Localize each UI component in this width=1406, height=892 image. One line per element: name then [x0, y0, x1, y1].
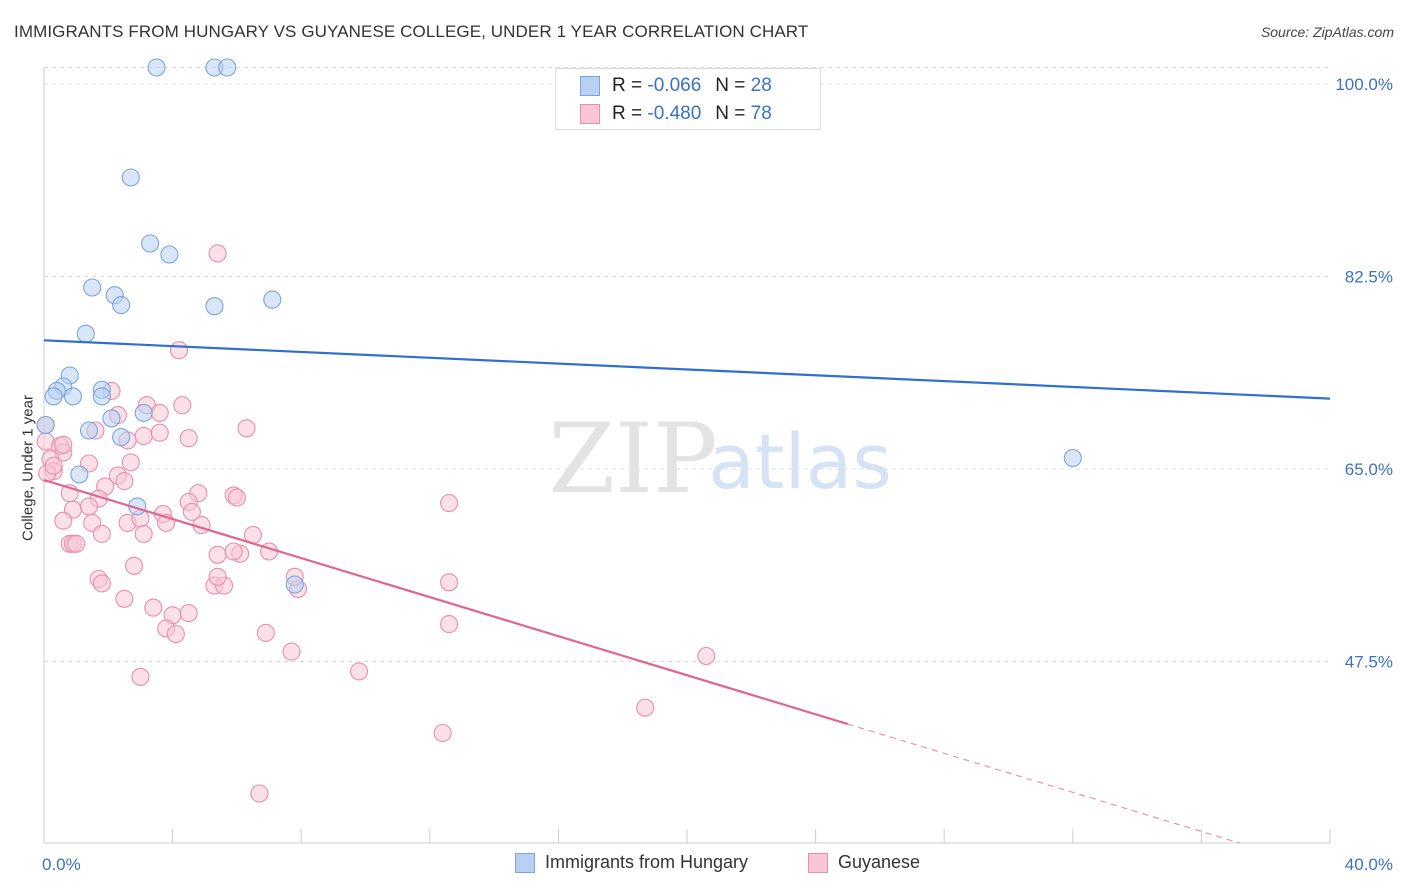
- guyanese-legend-swatch: [808, 852, 828, 873]
- guyanese-point: [124, 556, 144, 575]
- guyanese-point: [54, 435, 73, 454]
- hungary-point: [112, 428, 131, 447]
- n-value: 78: [750, 103, 772, 124]
- guyanese-point: [697, 646, 716, 666]
- hungary-point: [218, 58, 237, 77]
- guyanese-point: [433, 723, 452, 743]
- watermark-atlas: atlas: [708, 417, 892, 506]
- hungary-point: [263, 290, 282, 309]
- guyanese-point: [134, 524, 153, 543]
- hungary-point: [76, 324, 95, 343]
- grid-lines: [44, 67, 1330, 662]
- guyanese-point: [150, 403, 169, 422]
- guyanese-point: [208, 244, 227, 263]
- guyanese-point: [636, 698, 655, 717]
- guyanese-point: [179, 429, 198, 448]
- legend-row-hungary: R = -0.066 N = 28: [580, 74, 772, 98]
- guyanese-point: [227, 488, 246, 507]
- r-label: R =: [612, 75, 643, 96]
- guyanese-point: [144, 598, 163, 617]
- y-tick-label: 47.5%: [1345, 653, 1393, 672]
- n-label: N =: [715, 75, 746, 96]
- guyanese-point: [256, 623, 275, 642]
- hungary-point: [141, 234, 160, 253]
- n-value: 28: [750, 75, 772, 96]
- guyanese-point: [92, 524, 111, 543]
- guyanese-point: [440, 615, 459, 634]
- hungary-point: [102, 409, 121, 428]
- guyanese-point: [208, 545, 227, 564]
- hungary-point: [121, 168, 140, 187]
- guyanese-point: [115, 472, 134, 491]
- hungary-point: [36, 415, 55, 435]
- x-tick-label-min: 0.0%: [42, 855, 81, 874]
- guyanese-legend-label: Guyanese: [838, 852, 921, 872]
- guyanese-point: [166, 624, 185, 644]
- n-label: N =: [715, 103, 746, 124]
- hungary-point: [44, 387, 63, 406]
- watermark-zip: ZIP: [548, 403, 717, 515]
- guyanese-point: [150, 423, 169, 442]
- x-tick-label-max: 40.0%: [1345, 855, 1393, 874]
- hungary-point: [63, 387, 82, 406]
- correlation-legend: R = -0.066 N = 28 R = -0.480 N = 78: [555, 68, 821, 130]
- guyanese-points: [36, 244, 716, 803]
- legend-item-hungary[interactable]: Immigrants from Hungary: [515, 852, 748, 873]
- tick-labels: 100.0% 82.5% 65.0% 47.5% 0.0% 40.0%: [42, 75, 1393, 874]
- guyanese-point: [440, 573, 459, 592]
- hungary-point: [134, 403, 153, 422]
- hungary-legend-label: Immigrants from Hungary: [545, 852, 749, 872]
- guyanese-swatch: [580, 104, 600, 124]
- guyanese-point: [282, 642, 301, 661]
- guyanese-point: [121, 453, 140, 472]
- guyanese-point: [67, 534, 86, 553]
- legend-item-guyanese[interactable]: Guyanese: [808, 852, 920, 873]
- guyanese-point: [44, 456, 63, 475]
- y-tick-label: 65.0%: [1345, 460, 1393, 479]
- r-label: R =: [612, 103, 643, 124]
- r-value: -0.480: [647, 103, 702, 124]
- hungary-point: [92, 387, 111, 406]
- guyanese-point: [169, 341, 189, 360]
- guyanese-point: [237, 419, 256, 438]
- legend-row-guyanese: R = -0.480 N = 78: [580, 102, 772, 126]
- hungary-point: [70, 465, 89, 484]
- guyanese-trend-extension: [847, 723, 1240, 844]
- guyanese-point: [131, 667, 150, 686]
- hungary-point: [285, 575, 304, 594]
- guyanese-point: [182, 502, 201, 521]
- guyanese-point: [173, 396, 192, 415]
- guyanese-point: [54, 511, 73, 530]
- y-tick-label: 100.0%: [1335, 75, 1393, 94]
- guyanese-point: [92, 574, 111, 593]
- guyanese-point: [224, 542, 243, 561]
- source-label: Source: ZipAtlas.com: [1260, 24, 1394, 40]
- hungary-point: [147, 58, 166, 77]
- guyanese-trend-line: [43, 478, 849, 726]
- trend-lines: [43, 339, 1331, 844]
- guyanese-point: [179, 604, 198, 623]
- guyanese-point: [208, 567, 227, 586]
- watermark: ZIP atlas: [548, 403, 891, 515]
- chart-title: IMMIGRANTS FROM HUNGARY VS GUYANESE COLL…: [14, 22, 809, 41]
- guyanese-point: [115, 589, 134, 608]
- hungary-swatch: [580, 76, 600, 96]
- hungary-point: [112, 296, 131, 315]
- hungary-point: [205, 297, 224, 316]
- hungary-trend-line: [43, 339, 1331, 400]
- guyanese-point: [350, 662, 369, 681]
- hungary-point: [160, 245, 179, 264]
- hungary-point: [1063, 448, 1082, 468]
- hungary-point: [83, 278, 102, 297]
- hungary-legend-swatch: [515, 852, 535, 873]
- guyanese-point: [250, 784, 269, 803]
- guyanese-point: [79, 497, 99, 516]
- guyanese-point: [440, 494, 459, 513]
- y-tick-label: 82.5%: [1345, 268, 1393, 287]
- hungary-points: [36, 58, 1082, 594]
- hungary-point: [79, 421, 99, 440]
- guyanese-point: [134, 426, 153, 446]
- r-value: -0.066: [647, 75, 702, 96]
